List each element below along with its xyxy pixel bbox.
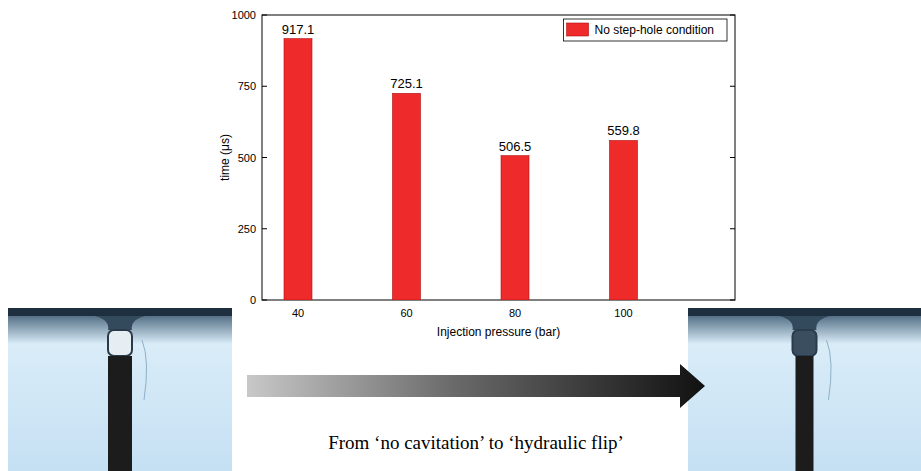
y-tick-label: 500 xyxy=(238,152,256,164)
y-tick xyxy=(262,300,267,301)
y-tick-label: 0 xyxy=(250,294,256,306)
orifice xyxy=(793,330,817,356)
data-label: 506.5 xyxy=(499,139,532,154)
photo xyxy=(8,308,232,471)
jet xyxy=(108,356,132,471)
streak xyxy=(142,340,147,400)
jet xyxy=(796,356,814,471)
nozzle-inlet xyxy=(780,316,830,330)
streak xyxy=(827,340,832,400)
y-tick xyxy=(262,15,267,16)
photo-background xyxy=(8,308,232,471)
plot-frame xyxy=(262,15,735,300)
data-label: 917.1 xyxy=(282,22,315,37)
bars xyxy=(284,39,638,300)
x-tick-label: 60 xyxy=(400,307,412,319)
y-tick-right xyxy=(730,15,735,16)
x-axis-title: Injection pressure (bar) xyxy=(437,325,560,339)
x-tick-label: 40 xyxy=(292,307,304,319)
orifice xyxy=(108,330,132,356)
y-tick xyxy=(262,86,267,87)
bar xyxy=(610,140,638,300)
bar xyxy=(284,39,312,300)
y-tick-label: 750 xyxy=(238,80,256,92)
y-tick xyxy=(262,157,267,158)
data-label: 559.8 xyxy=(607,123,640,138)
y-tick-right xyxy=(730,86,735,87)
legend-label: No step-hole condition xyxy=(595,23,714,37)
y-tick-right xyxy=(730,300,735,301)
y-tick xyxy=(262,228,267,229)
page: 0 250 500 750 1000 time (μs) 40 60 80 100 Injectio… xyxy=(0,0,921,471)
bar xyxy=(393,93,421,300)
nozzle-inlet xyxy=(95,316,145,330)
x-tick-label: 80 xyxy=(509,307,521,319)
photo-top-edge xyxy=(688,308,921,316)
bar xyxy=(501,156,529,300)
legend-swatch xyxy=(567,23,589,36)
photo-background xyxy=(688,308,921,471)
photo xyxy=(688,308,921,471)
y-tick-label: 1000 xyxy=(232,9,256,21)
legend: No step-hole condition xyxy=(564,19,727,41)
y-axis-title: time (μs) xyxy=(218,134,232,181)
photo-top-edge xyxy=(8,308,232,316)
data-labels: 917.1 725.1 506.5 559.8 xyxy=(282,22,640,154)
legend-box xyxy=(564,19,727,41)
annotation: From ‘no cavitation’ to ‘hydraulic flip’ xyxy=(328,432,624,453)
x-tick-label: 100 xyxy=(614,307,632,319)
y-tick-label: 250 xyxy=(238,223,256,235)
data-label: 725.1 xyxy=(390,76,423,91)
arrow xyxy=(247,364,705,408)
y-tick-right xyxy=(730,157,735,158)
y-tick-right xyxy=(730,228,735,229)
